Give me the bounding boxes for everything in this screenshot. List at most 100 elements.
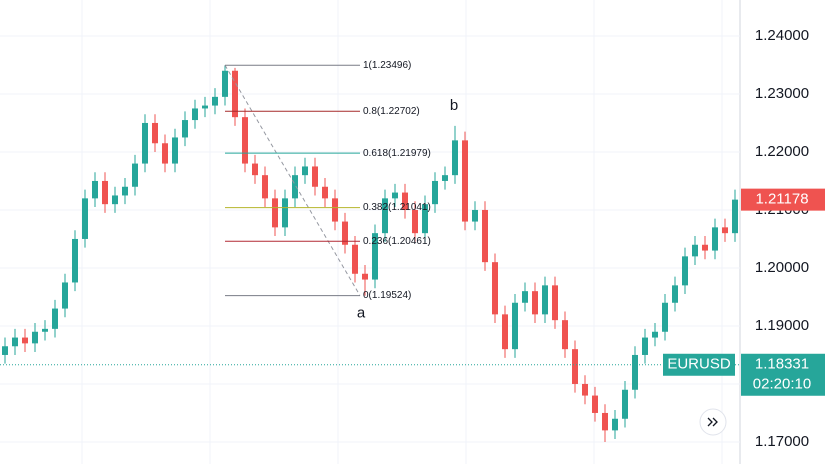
candle-body <box>472 209 478 222</box>
candle-body <box>302 166 308 176</box>
candle-body <box>2 346 8 355</box>
candle-body <box>522 291 528 303</box>
candle-body <box>482 209 488 263</box>
fib-label: 0.382(1.21041) <box>363 202 431 213</box>
candle-body <box>692 244 698 257</box>
candle-body <box>732 199 738 234</box>
candle-body <box>172 137 178 164</box>
candle-body <box>142 122 148 164</box>
fib-label: 0.236(1.20461) <box>363 236 431 247</box>
candle-body <box>642 337 648 355</box>
candle-body <box>292 175 298 199</box>
candle-body <box>662 302 668 332</box>
candle-body <box>712 227 718 251</box>
candle-body <box>512 302 518 350</box>
y-tick-label: 1.24000 <box>755 27 809 44</box>
candle-body <box>122 186 128 196</box>
candle-body <box>602 412 608 431</box>
candle-body <box>392 192 398 199</box>
symbol-tag <box>663 353 735 376</box>
candle-body <box>152 122 158 144</box>
candle-body <box>702 244 708 251</box>
fib-label: 0.618(1.21979) <box>363 148 431 159</box>
candle-body <box>362 273 368 280</box>
scroll-button[interactable] <box>699 408 727 436</box>
candle-body <box>562 320 568 350</box>
candle-body <box>722 227 728 234</box>
point-label: b <box>450 97 458 114</box>
candle-body <box>42 328 48 332</box>
candle-body <box>112 195 118 205</box>
candle-body <box>282 198 288 228</box>
candle-body <box>622 389 628 419</box>
candle-body <box>262 175 268 199</box>
last-price-tag <box>741 188 825 211</box>
symbol-label: EURUSD <box>667 356 731 373</box>
candle-body <box>62 282 68 309</box>
price-tag <box>741 353 825 396</box>
candle-body <box>182 120 188 138</box>
candle-body <box>22 337 28 344</box>
fib-label: 0(1.19524) <box>363 290 411 301</box>
candle-body <box>612 418 618 431</box>
candle-body <box>432 180 438 205</box>
y-tick-label: 1.17000 <box>755 433 809 450</box>
scroll-button-icon[interactable] <box>707 417 718 427</box>
candle-body <box>552 285 558 321</box>
point-label: a <box>357 305 366 322</box>
y-tick-label: 1.23000 <box>755 85 809 102</box>
candle-body <box>502 314 508 350</box>
candle-body <box>82 198 88 239</box>
last-price-label: 1.21178 <box>755 191 808 208</box>
fib-label: 0.8(1.22702) <box>363 106 420 117</box>
candle-body <box>222 70 228 97</box>
candle-body <box>102 180 108 205</box>
candle-body <box>382 198 388 234</box>
candle-body <box>12 337 18 347</box>
candle-body <box>132 163 138 187</box>
candle-body <box>52 308 58 329</box>
candle-body <box>462 140 468 222</box>
candle-body <box>192 108 198 121</box>
candle-body <box>582 383 588 396</box>
candle-body <box>442 175 448 181</box>
y-tick-label: 1.22000 <box>755 143 809 160</box>
candle-body <box>372 233 378 280</box>
candle-body <box>592 395 598 413</box>
candle-body <box>162 143 168 164</box>
candle-body <box>252 163 258 176</box>
candle-body <box>352 244 358 274</box>
candle-body <box>572 349 578 384</box>
candle-body <box>412 209 418 234</box>
candle-body <box>422 204 428 234</box>
candle-body <box>532 291 538 315</box>
candle-body <box>682 256 688 286</box>
y-tick-label: 1.19000 <box>755 317 809 334</box>
candle-body <box>652 331 658 338</box>
candle-body <box>312 166 318 187</box>
candle-body <box>632 354 638 390</box>
candle-body <box>72 238 78 283</box>
candle-body <box>492 262 498 315</box>
candle-body <box>332 198 338 222</box>
candle-body <box>542 285 548 315</box>
candle-body <box>452 140 458 176</box>
candle-body <box>322 186 328 199</box>
candle-body <box>242 117 248 164</box>
fib-trend-line <box>224 64 361 296</box>
price-tag-label: 1.18331 <box>755 356 809 373</box>
candle-body <box>342 221 348 245</box>
fib-label: 1(1.23496) <box>363 60 411 71</box>
candle-body <box>232 70 238 118</box>
candle-body <box>402 192 408 210</box>
countdown-label: 02:20:10 <box>753 376 811 393</box>
candle-body <box>672 285 678 303</box>
candle-body <box>212 96 218 106</box>
candle-body <box>272 198 278 228</box>
y-tick-label: 1.20000 <box>755 259 809 276</box>
candle-body <box>92 180 98 199</box>
candle-body <box>202 105 208 109</box>
candle-body <box>32 331 38 344</box>
